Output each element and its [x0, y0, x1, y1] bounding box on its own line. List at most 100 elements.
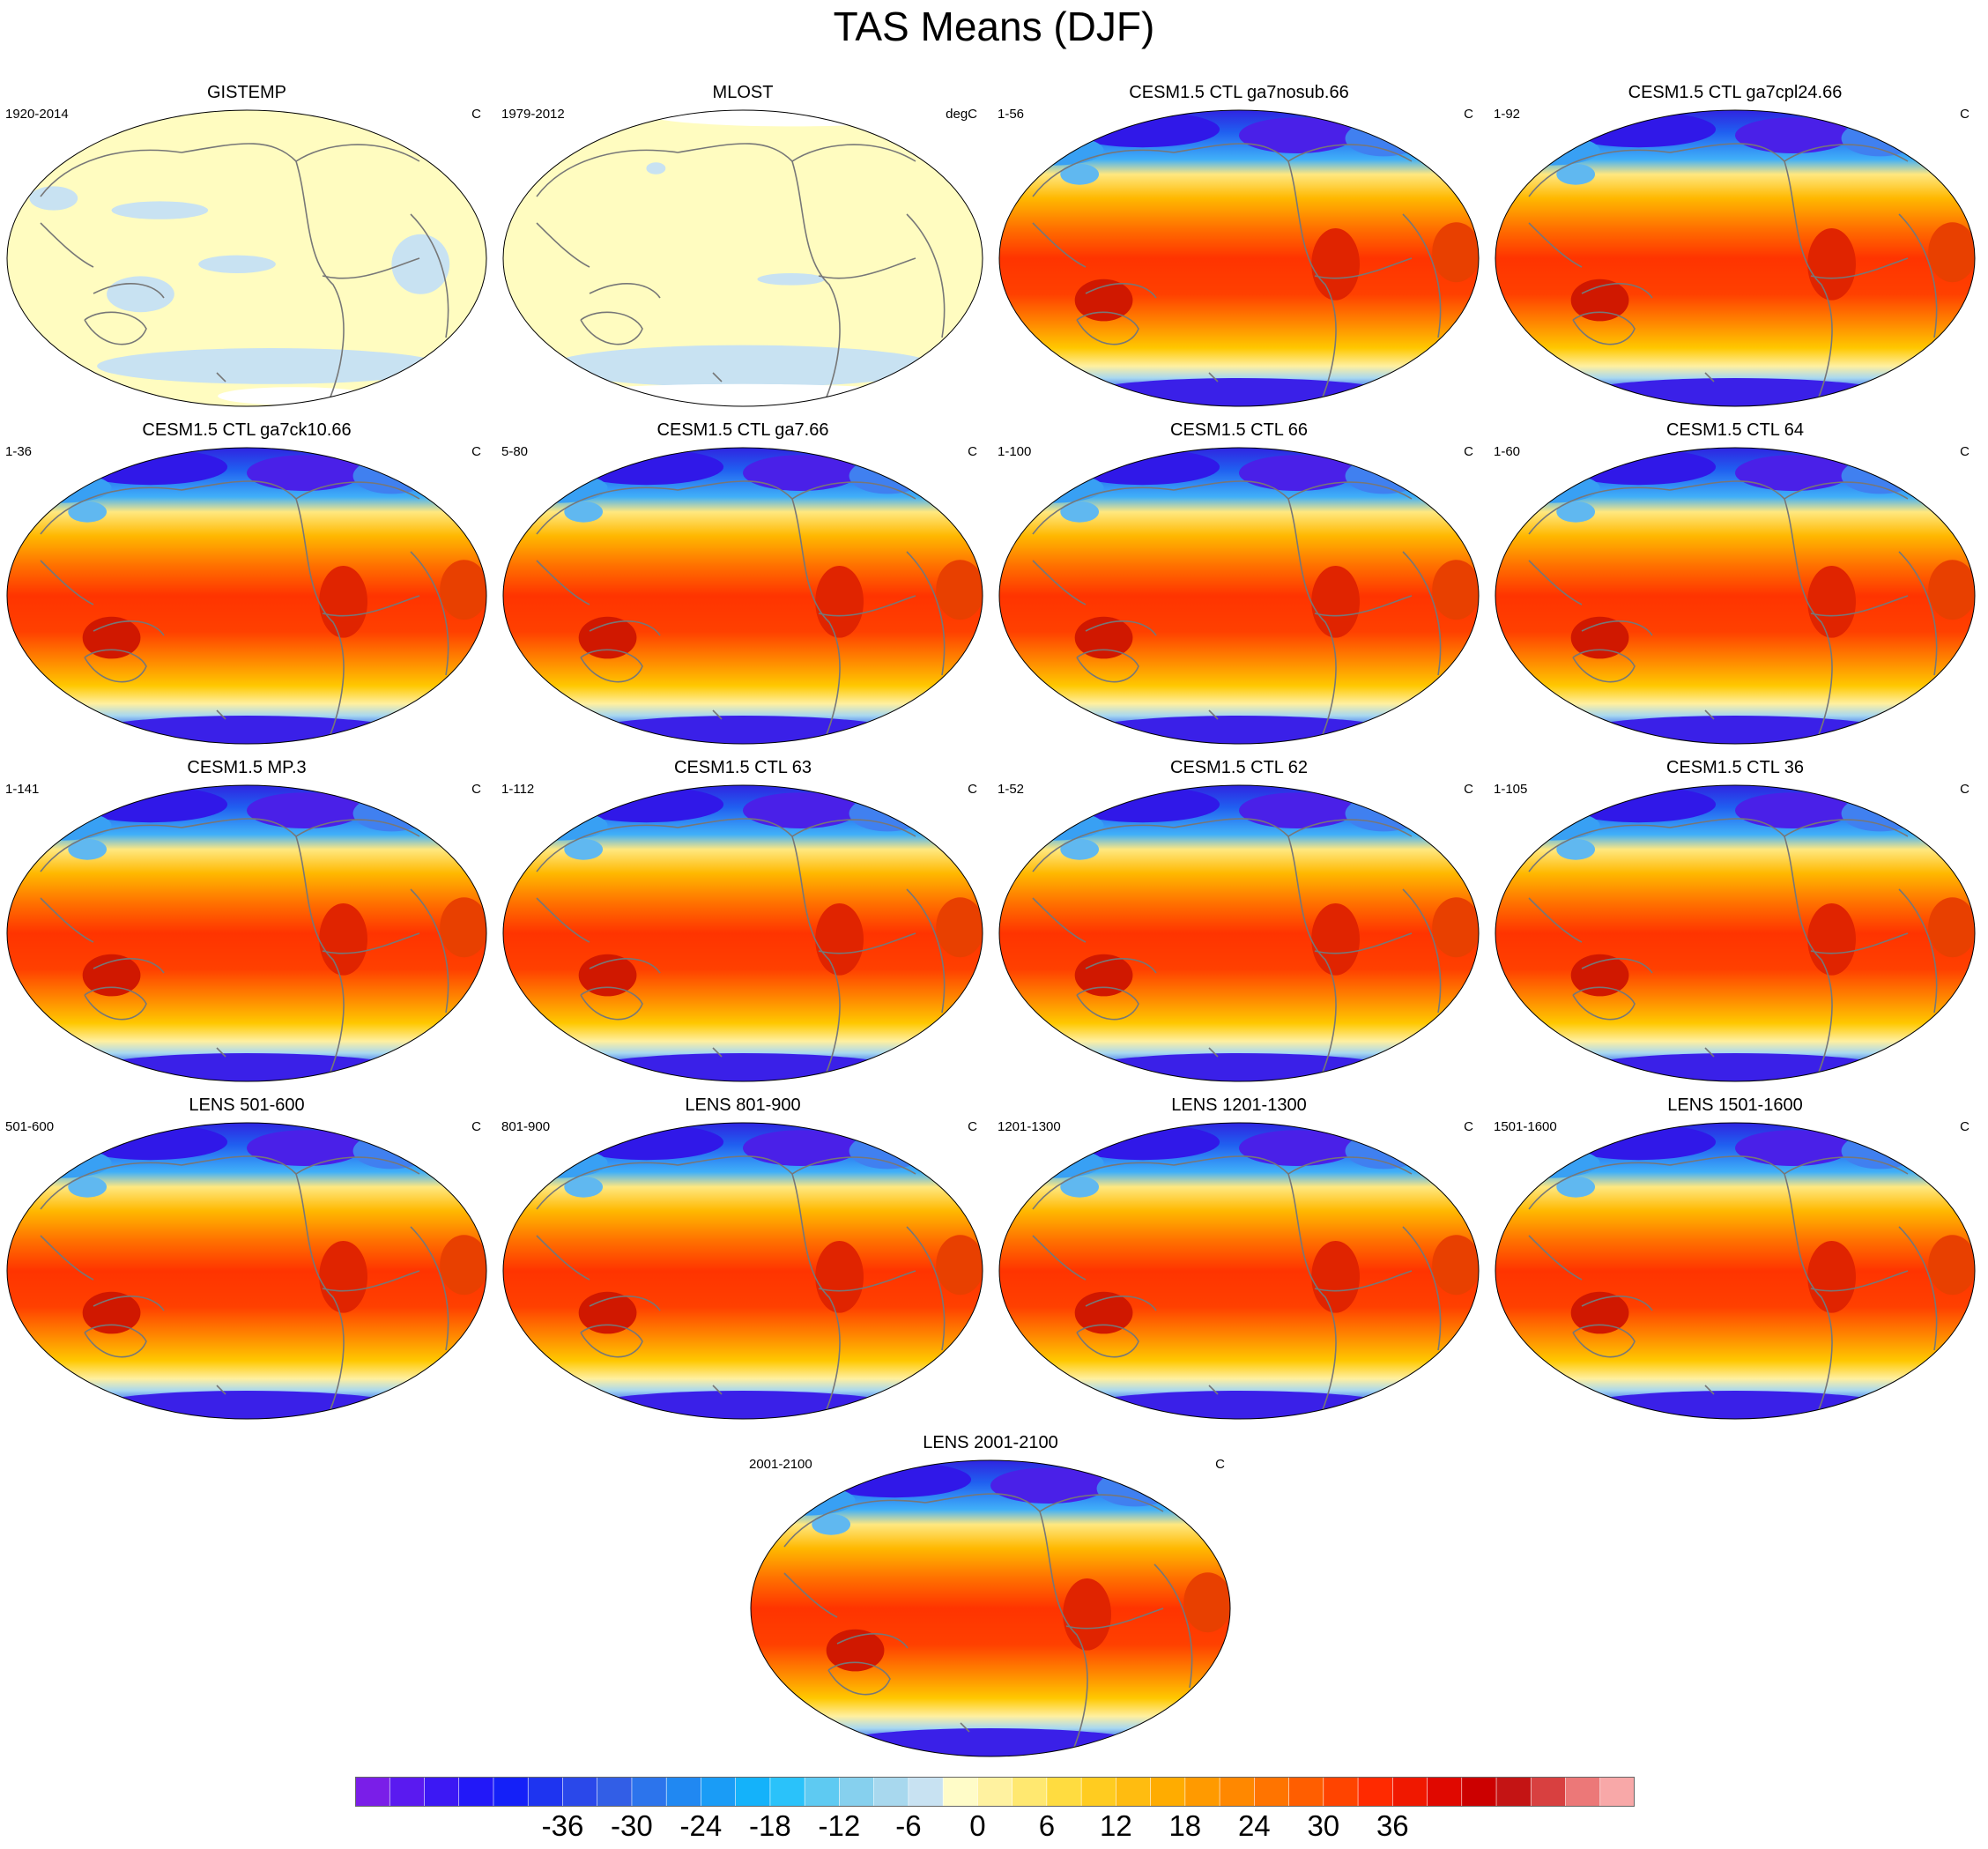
panel-units-label: C: [1464, 1119, 1473, 1134]
tibet-cold-region: [1060, 163, 1100, 185]
map-panel: CESM1.5 CTL 64 1-60 C: [1488, 420, 1982, 754]
africa-warm-region: [1432, 1235, 1479, 1296]
panel-period-label: 1201-1300: [998, 1119, 1061, 1134]
coastline: [712, 1385, 723, 1395]
south-america-warm-region: [1311, 566, 1360, 638]
panel-period-label: 501-600: [5, 1119, 55, 1134]
panel-title: CESM1.5 CTL 63: [674, 758, 812, 777]
south-america-warm-region: [815, 1241, 864, 1313]
coastline: [589, 620, 661, 636]
map-projection: [6, 447, 487, 745]
panel-title: CESM1.5 CTL ga7.66: [656, 420, 829, 440]
coastline: [1085, 1296, 1157, 1311]
map-outline: [6, 784, 487, 1082]
map-panel: CESM1.5 CTL 66 1-100 C: [992, 420, 1486, 754]
coastline: [818, 257, 916, 279]
panel-period-label: 2001-2100: [749, 1457, 812, 1472]
canada-cold-region: [743, 455, 859, 491]
coastline: [536, 143, 916, 197]
south-america-warm-region: [1311, 1241, 1360, 1313]
coastline: [1581, 958, 1653, 974]
greenland-cold-region: [1841, 795, 1919, 832]
colorbar-box: [1530, 1777, 1567, 1807]
map-panel: CESM1.5 CTL ga7ck10.66 1-36 C: [0, 420, 493, 754]
coastline: [791, 1173, 841, 1413]
map-projection: [1495, 109, 1976, 407]
coastline: [827, 1661, 891, 1696]
colorbar-tick-label: -24: [679, 1809, 723, 1842]
coastline: [906, 551, 946, 676]
coastline: [216, 372, 226, 382]
panel-units-label: C: [1464, 107, 1473, 122]
africa-warm-region: [1928, 222, 1975, 283]
coastline: [93, 1296, 165, 1311]
map-outline: [1495, 1122, 1976, 1420]
greenland-cold-region: [849, 795, 927, 832]
cool-anomaly: [198, 255, 276, 273]
siberia-cold-region: [72, 786, 228, 823]
south-america-warm-region: [1311, 903, 1360, 976]
tibet-cold-region: [1556, 1176, 1596, 1198]
panel-period-label: 1979-2012: [501, 107, 565, 122]
colorbar-box: [1392, 1777, 1428, 1807]
siberia-cold-region: [1064, 111, 1220, 148]
colorbar-tick-label: -12: [818, 1809, 861, 1842]
coastline: [783, 1572, 838, 1618]
south-america-warm-region: [1807, 228, 1856, 301]
tibet-cold-region: [68, 501, 108, 523]
map-projection: [502, 109, 983, 407]
greenland-cold-region: [1841, 1132, 1919, 1170]
colorbar-box: [1150, 1777, 1186, 1807]
coastline: [1898, 888, 1938, 1014]
south-america-warm-region: [1807, 566, 1856, 638]
tibet-cold-region: [812, 1513, 851, 1535]
south-america-warm-region: [1311, 228, 1360, 301]
colorbar-tick-label: 0: [969, 1809, 986, 1842]
coastline: [1153, 1563, 1193, 1689]
coastline: [1784, 1173, 1833, 1413]
map-outline: [6, 447, 487, 745]
siberia-cold-region: [816, 1461, 972, 1498]
map-projection: [1495, 1122, 1976, 1420]
coastline: [580, 986, 643, 1021]
africa-warm-region: [1928, 1235, 1975, 1296]
colorbar-box: [597, 1777, 633, 1807]
colorbar-box: [1599, 1777, 1635, 1807]
coastline: [1208, 1385, 1219, 1395]
coastline: [93, 620, 165, 636]
coastline: [1287, 498, 1337, 738]
australia-warm-region: [82, 954, 141, 997]
coastline: [1076, 649, 1139, 683]
panel-units-label: C: [968, 444, 977, 459]
colorbar-box: [1254, 1777, 1290, 1807]
coastline: [295, 835, 345, 1075]
panel-units-label: C: [1960, 1119, 1969, 1134]
colorbar-box: [631, 1777, 667, 1807]
panel-period-label: 1-100: [998, 444, 1032, 459]
colorbar-box: [1219, 1777, 1256, 1807]
greenland-cold-region: [352, 795, 431, 832]
coastline: [216, 709, 226, 720]
coastline: [1581, 283, 1653, 299]
africa-warm-region: [936, 560, 983, 620]
panel-units-label: degC: [946, 107, 977, 122]
asia-cold-region: [1006, 1147, 1104, 1178]
coastline: [1402, 888, 1442, 1014]
coastline: [1581, 620, 1653, 636]
map-panel: LENS 501-600 501-600 C: [0, 1095, 493, 1429]
australia-warm-region: [1570, 1291, 1629, 1334]
canada-cold-region: [743, 792, 859, 828]
coastline: [1528, 222, 1583, 268]
south-america-warm-region: [1807, 903, 1856, 976]
coastline: [1287, 835, 1337, 1075]
africa-warm-region: [440, 1235, 486, 1296]
coastline: [1528, 818, 1909, 873]
map-outline: [1495, 109, 1976, 407]
colorbar-box: [1565, 1777, 1601, 1807]
cool-anomaly: [646, 162, 666, 175]
canada-cold-region: [1735, 455, 1851, 491]
colorbar-box: [769, 1777, 805, 1807]
coastline: [84, 1324, 147, 1358]
panel-units-label: C: [1464, 444, 1473, 459]
coastline: [40, 1155, 420, 1210]
